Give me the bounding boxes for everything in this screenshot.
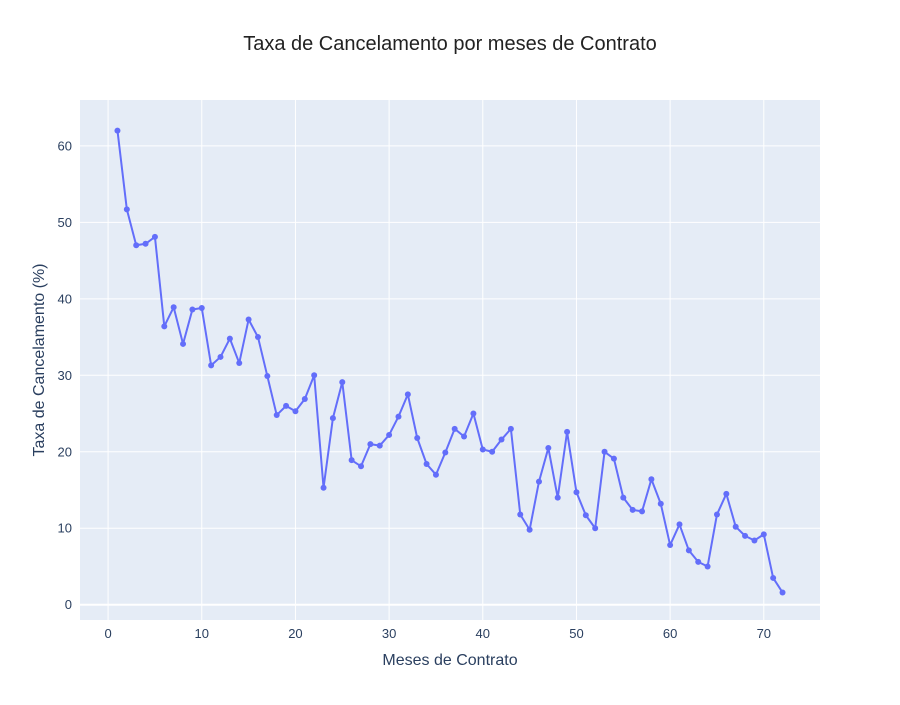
data-point [657, 500, 664, 507]
data-point [582, 512, 589, 519]
data-point [432, 471, 439, 478]
data-point [639, 508, 646, 515]
data-point [348, 457, 355, 464]
data-point [236, 360, 243, 367]
data-point [217, 353, 224, 360]
data-point [629, 506, 636, 513]
data-point [189, 306, 196, 313]
y-tick-label: 20 [58, 444, 72, 459]
data-point [376, 442, 383, 449]
series-layer [114, 127, 786, 596]
y-tick-label: 40 [58, 291, 72, 306]
data-point [170, 304, 177, 311]
data-point [461, 433, 468, 440]
data-point [414, 435, 421, 441]
data-point [479, 446, 486, 453]
data-point [301, 396, 308, 402]
data-point [517, 511, 524, 518]
data-point [610, 455, 617, 462]
data-point [545, 444, 552, 451]
y-tick-label: 50 [58, 215, 72, 230]
data-point [685, 547, 692, 554]
data-point [283, 402, 290, 409]
data-point [620, 494, 627, 501]
data-point [742, 532, 749, 539]
data-point [123, 206, 130, 213]
data-point [423, 461, 430, 467]
x-tick-label: 30 [382, 626, 396, 641]
data-point [180, 340, 187, 347]
x-tick-labels: 0 10 20 30 40 50 60 70 [104, 626, 771, 641]
data-point [489, 448, 496, 455]
data-point [601, 448, 608, 455]
data-point [564, 428, 571, 435]
chart-title: Taxa de Cancelamento por meses de Contra… [243, 33, 657, 55]
data-point [311, 372, 318, 379]
data-point [535, 478, 542, 485]
data-point [329, 415, 336, 422]
data-point [760, 531, 767, 538]
data-point [254, 334, 261, 341]
data-point [151, 233, 158, 240]
data-point [779, 589, 786, 596]
data-point [226, 335, 233, 342]
data-point [592, 525, 599, 532]
data-point [507, 425, 514, 432]
y-tick-label: 30 [58, 368, 72, 383]
data-point [208, 362, 215, 369]
data-point [554, 494, 561, 501]
data-point [676, 521, 683, 528]
data-point [292, 408, 299, 415]
data-point [723, 490, 730, 497]
data-point [198, 305, 205, 311]
y-tick-label: 0 [65, 597, 72, 612]
x-gridlines [107, 100, 765, 620]
x-axis-title: Meses de Contrato [382, 652, 517, 669]
plot-area-background [80, 100, 820, 620]
data-point [404, 391, 411, 398]
y-tick-label: 10 [58, 521, 72, 536]
data-point [526, 526, 533, 533]
x-tick-label: 50 [569, 626, 583, 641]
y-tick-label: 60 [58, 138, 72, 153]
series-line [116, 130, 784, 594]
data-point [498, 436, 505, 443]
data-point [273, 412, 280, 419]
data-point [770, 574, 777, 581]
data-point [245, 316, 252, 323]
y-axis-title: Taxa de Cancelamento (%) [31, 264, 48, 457]
data-point [713, 511, 720, 518]
data-point [386, 431, 393, 438]
data-point [161, 323, 168, 330]
data-point [442, 449, 449, 456]
data-point [704, 563, 711, 570]
data-point [142, 240, 149, 247]
data-point [367, 441, 374, 448]
data-point [114, 127, 121, 134]
data-point [395, 413, 402, 420]
y-gridlines [80, 145, 820, 606]
data-point [573, 489, 580, 496]
data-point [133, 242, 140, 249]
y-tick-labels: 0 10 20 30 40 50 60 [58, 138, 72, 612]
x-tick-label: 10 [195, 626, 209, 641]
data-point [320, 484, 327, 491]
x-tick-label: 40 [476, 626, 490, 641]
data-point [648, 476, 655, 483]
data-point [264, 373, 271, 380]
x-tick-label: 60 [663, 626, 677, 641]
data-point [470, 410, 477, 417]
data-point [358, 463, 365, 470]
x-tick-label: 20 [288, 626, 302, 641]
data-point [732, 523, 739, 530]
data-point [667, 542, 674, 549]
data-point [751, 537, 758, 544]
data-point [339, 379, 346, 386]
x-tick-label: 70 [757, 626, 771, 641]
x-tick-label: 0 [104, 626, 111, 641]
data-point [695, 558, 702, 565]
data-point [451, 425, 458, 432]
